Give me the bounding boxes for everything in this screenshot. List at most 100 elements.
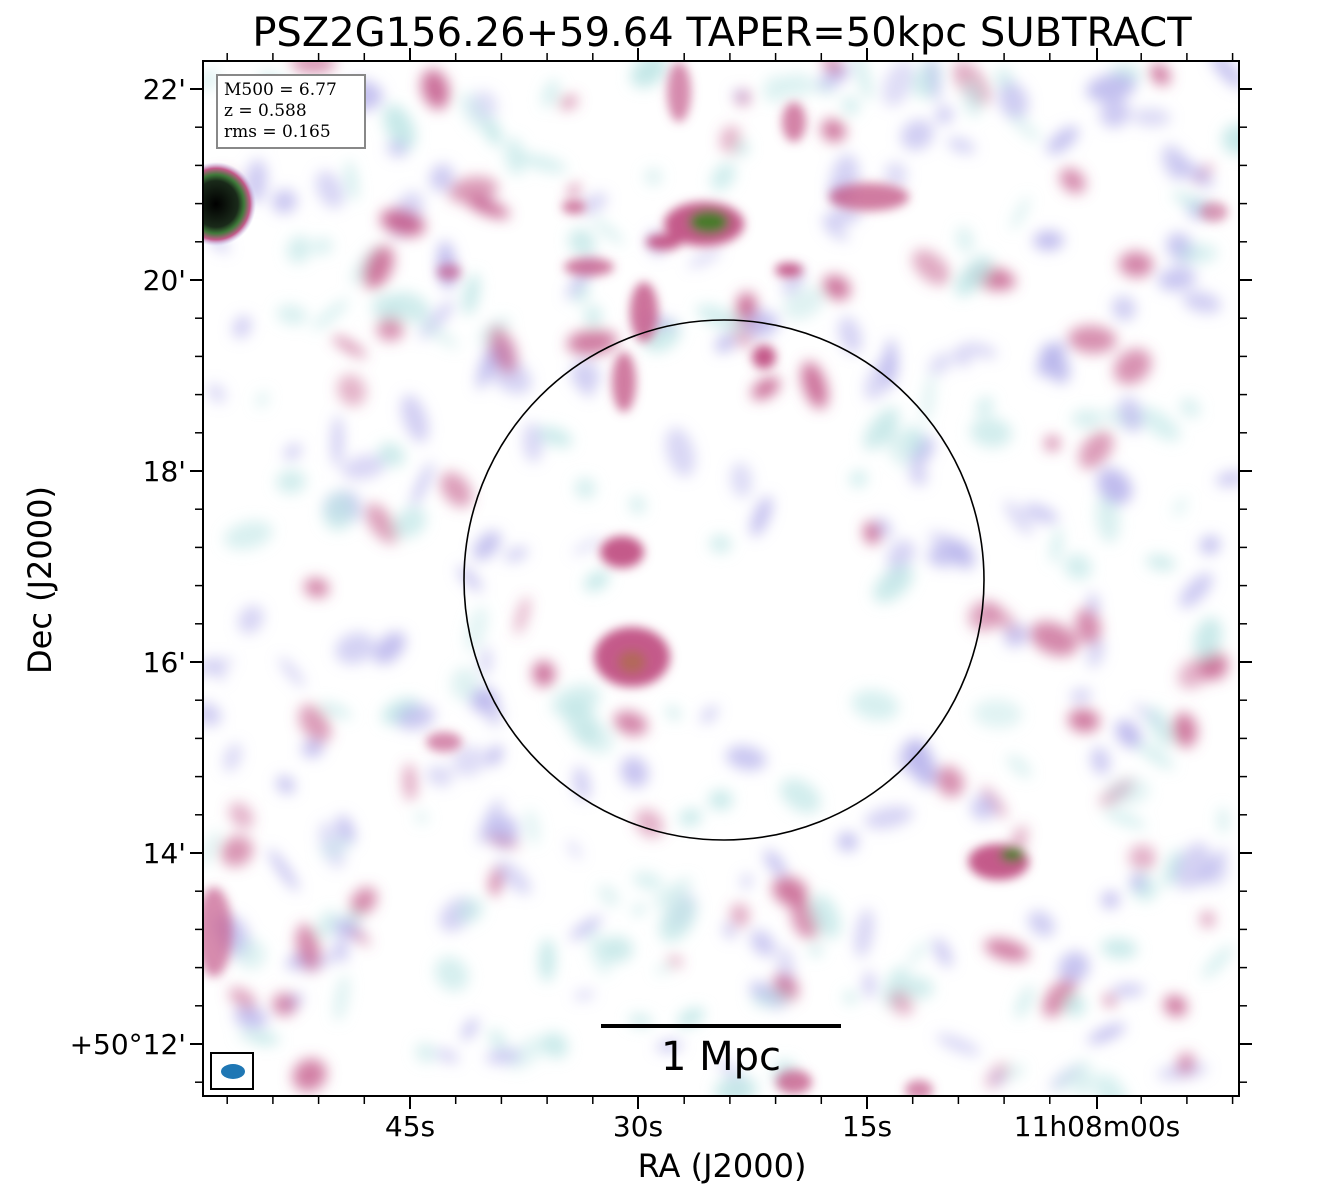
noise-blob [599, 936, 634, 963]
noise-blob [822, 62, 843, 75]
noise-blob [1157, 267, 1196, 291]
noise-blob [570, 360, 601, 391]
noise-blob [1106, 777, 1150, 806]
noise-blob [900, 119, 934, 151]
noise-blob [450, 667, 479, 701]
noise-blob [435, 1049, 460, 1063]
noise-blob [667, 955, 683, 968]
noise-blob [322, 492, 355, 531]
noise-blob [992, 1073, 1005, 1085]
noise-blob [1179, 397, 1201, 418]
noise-blob [709, 534, 732, 553]
noise-blob [276, 469, 307, 494]
noise-blob [723, 923, 735, 940]
noise-blob [903, 976, 934, 999]
noise-blob [373, 631, 406, 665]
noise-blob [335, 632, 375, 665]
noise-blob [984, 938, 1030, 962]
noise-blob [963, 80, 982, 118]
noise-blob [486, 745, 503, 766]
noise-blob [568, 228, 596, 257]
noise-blob [1097, 468, 1133, 505]
noise-blob [854, 908, 874, 959]
noise-blob [956, 226, 974, 254]
noise-blob [750, 989, 791, 1008]
noise-blob [1135, 741, 1174, 770]
noise-blob [541, 1032, 568, 1059]
noise-blob [666, 706, 681, 720]
noise-blob [1065, 994, 1086, 1017]
noise-blob [810, 81, 835, 96]
noise-blob [1103, 994, 1117, 1007]
noise-blob [1004, 625, 1029, 648]
y-tick-label: 22' [142, 73, 186, 106]
noise-blob [476, 344, 496, 390]
noise-blob [1006, 754, 1032, 778]
noise-blob [903, 425, 924, 455]
noise-blob [1172, 496, 1188, 517]
noise-blob [1162, 144, 1188, 181]
noise-blob [421, 69, 450, 110]
noise-blob [1090, 746, 1110, 775]
noise-blob [380, 208, 426, 237]
noise-blob [677, 1007, 705, 1027]
noise-blob [228, 987, 257, 1010]
noise-blob [204, 657, 234, 677]
noise-blob [1009, 113, 1042, 142]
noise-blob [312, 237, 333, 255]
noise-blob [1113, 348, 1152, 385]
noise-blob [968, 601, 999, 632]
noise-blob [504, 546, 529, 562]
noise-blob [346, 160, 358, 201]
noise-blob [394, 507, 427, 538]
noise-blob [301, 739, 324, 758]
noise-blob [927, 62, 941, 104]
plot-title: PSZ2G156.26+59.64 TAPER=50kpc SUBTRACT [252, 10, 1192, 56]
noise-blob [440, 471, 473, 508]
noise-blob [887, 539, 916, 570]
noise-blob [665, 427, 696, 477]
noise-blob [711, 162, 736, 191]
emission-features [204, 62, 1228, 1095]
noise-blob [337, 814, 356, 844]
noise-blob [1058, 951, 1090, 984]
noise-blob [292, 1058, 327, 1092]
noise-blob [584, 305, 602, 327]
noise-blob [629, 495, 646, 514]
x-tick-label: 15s [841, 1110, 893, 1143]
noise-blob [283, 443, 302, 461]
noise-blob [633, 904, 645, 916]
noise-blob [372, 294, 400, 322]
y-tick-label: 14' [142, 837, 186, 870]
noise-blob [750, 929, 776, 957]
noise-blob [889, 990, 914, 1016]
noise-blob [882, 421, 911, 468]
noise-blob [235, 938, 266, 970]
noise-blob [271, 992, 297, 1017]
noise-blob [298, 704, 331, 744]
noise-blob [1100, 99, 1131, 128]
noise-blob [678, 808, 702, 827]
noise-blob [276, 775, 295, 794]
noise-blob [1029, 621, 1078, 657]
noise-blob [461, 1018, 478, 1041]
noise-blob [295, 923, 321, 972]
noise-blob [644, 168, 662, 186]
noise-blob [418, 320, 460, 349]
noise-blob [522, 422, 543, 463]
y-tick-label: 16' [142, 646, 186, 679]
noise-blob [628, 1014, 653, 1027]
noise-blob [472, 530, 501, 561]
noise-blob [276, 304, 308, 325]
noise-blob [783, 72, 813, 97]
noise-blob [1103, 810, 1147, 828]
noise-blob [955, 255, 992, 297]
noise-blob [507, 1036, 547, 1070]
noise-blob [729, 903, 750, 928]
noise-blob [429, 163, 454, 192]
noise-blob [763, 75, 790, 103]
noise-blob [843, 990, 858, 1005]
noise-blob [517, 153, 568, 173]
noise-blob [933, 937, 953, 968]
noise-blob [334, 974, 349, 1022]
